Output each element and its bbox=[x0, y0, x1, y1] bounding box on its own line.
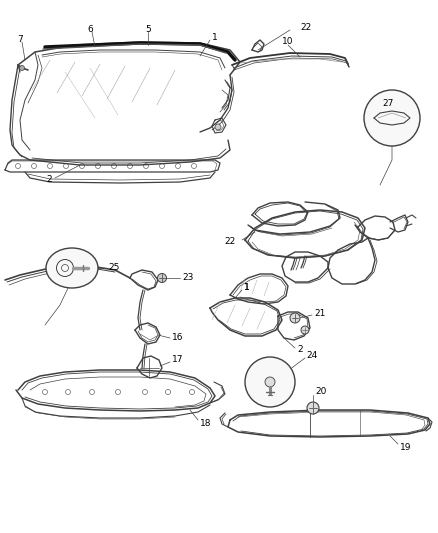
Text: 2: 2 bbox=[297, 345, 303, 354]
Text: 17: 17 bbox=[172, 356, 184, 365]
Circle shape bbox=[364, 90, 420, 146]
Text: 5: 5 bbox=[145, 25, 151, 34]
Text: 2: 2 bbox=[46, 175, 52, 184]
Text: 27: 27 bbox=[382, 99, 393, 108]
Text: 22: 22 bbox=[225, 238, 236, 246]
Circle shape bbox=[265, 377, 275, 387]
Text: 1: 1 bbox=[244, 284, 250, 293]
Text: 16: 16 bbox=[172, 334, 184, 343]
Ellipse shape bbox=[46, 248, 98, 288]
Text: 7: 7 bbox=[17, 36, 23, 44]
Text: 25: 25 bbox=[108, 263, 120, 272]
Text: 22: 22 bbox=[300, 22, 311, 31]
Circle shape bbox=[245, 357, 295, 407]
Circle shape bbox=[20, 66, 25, 70]
Text: 23: 23 bbox=[182, 273, 193, 282]
Circle shape bbox=[215, 124, 221, 130]
Text: 24: 24 bbox=[306, 351, 317, 360]
Text: 1: 1 bbox=[244, 284, 250, 293]
Text: 19: 19 bbox=[400, 442, 411, 451]
Text: 10: 10 bbox=[282, 37, 293, 46]
Text: 1: 1 bbox=[212, 34, 218, 43]
Circle shape bbox=[301, 326, 309, 334]
Text: 20: 20 bbox=[315, 387, 326, 397]
Text: 6: 6 bbox=[87, 25, 93, 34]
Circle shape bbox=[307, 402, 319, 414]
Circle shape bbox=[158, 273, 166, 282]
Circle shape bbox=[290, 313, 300, 323]
Text: 18: 18 bbox=[200, 418, 212, 427]
Text: 21: 21 bbox=[314, 309, 325, 318]
